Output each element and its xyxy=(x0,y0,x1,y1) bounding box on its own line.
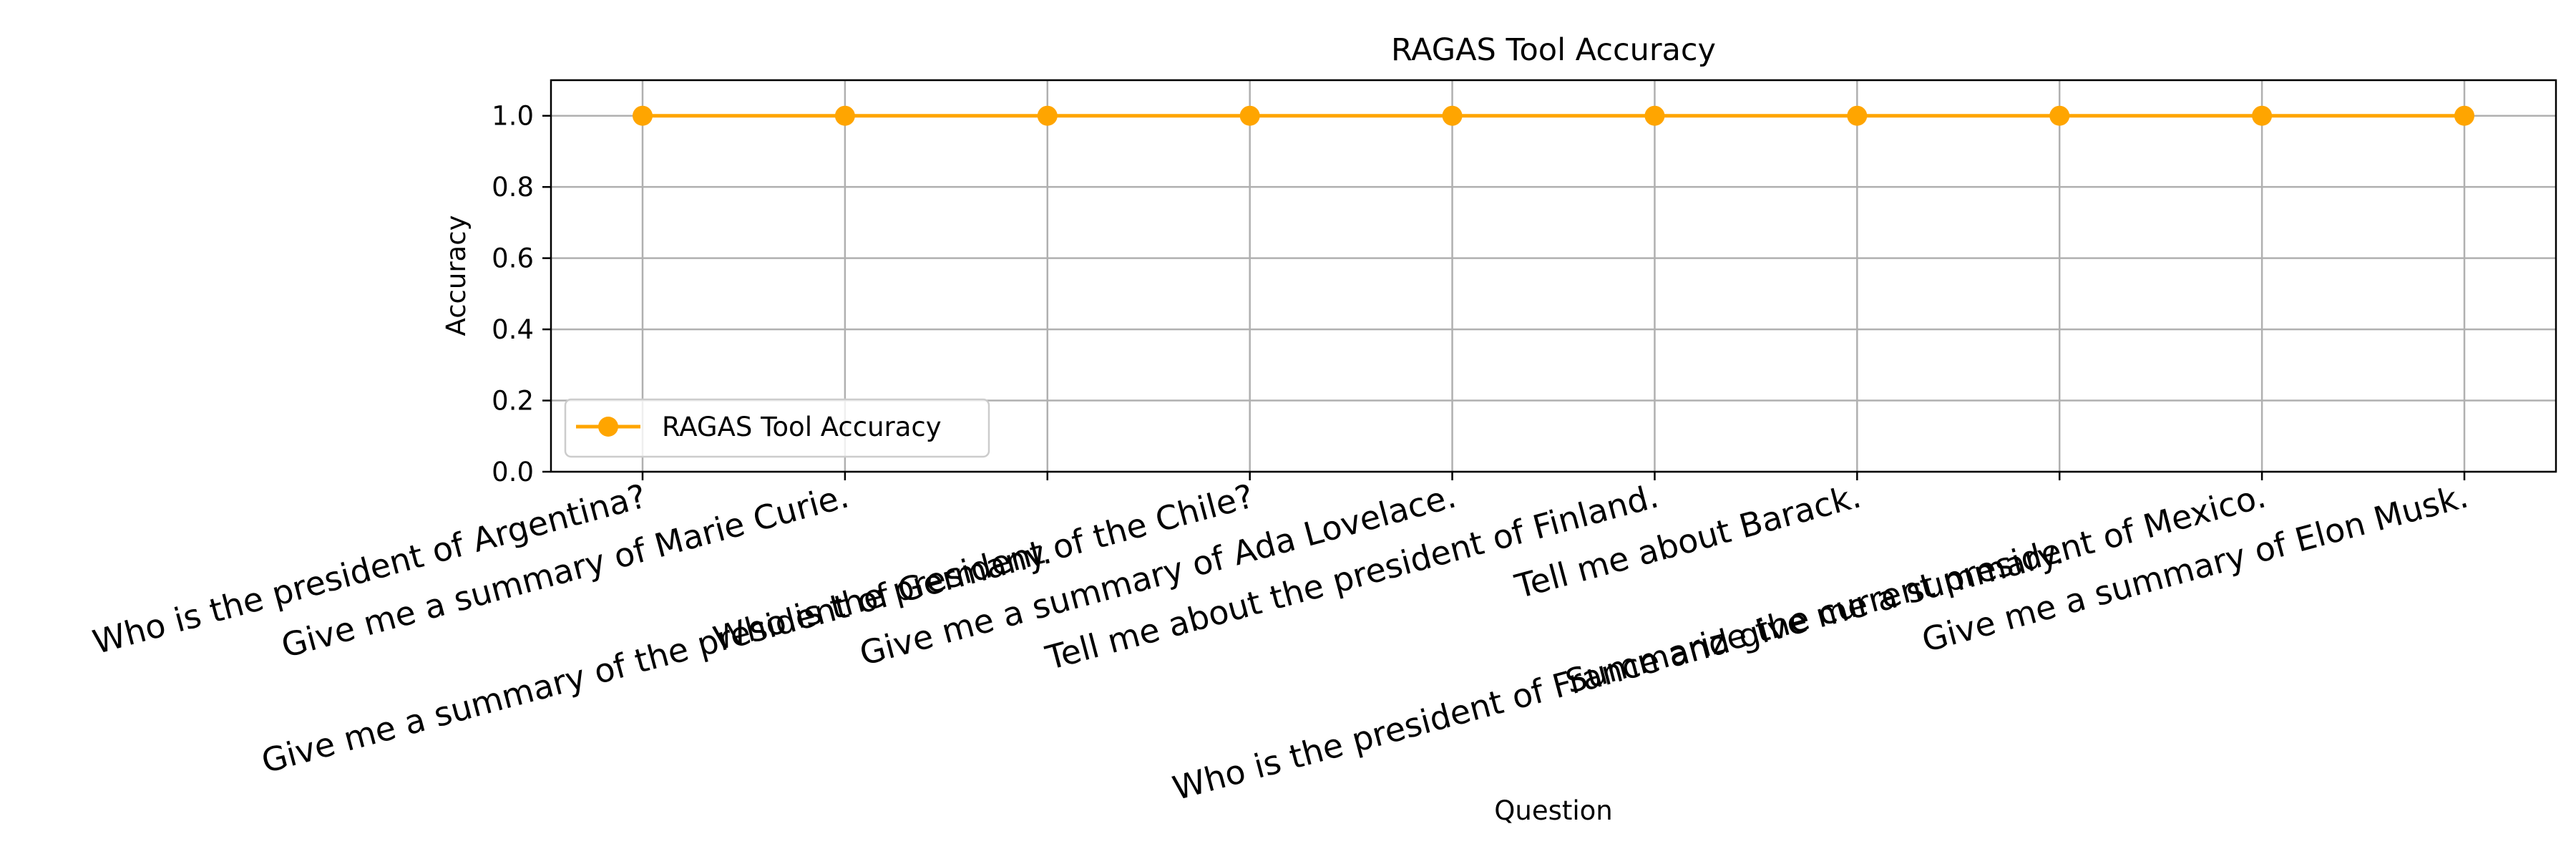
legend-box xyxy=(564,398,990,458)
y-tick-label: 0.4 xyxy=(492,314,534,345)
data-point xyxy=(1442,105,1463,126)
y-tick-label: 0.6 xyxy=(492,243,534,274)
chart-title: RAGAS Tool Accuracy xyxy=(1391,32,1716,68)
data-point xyxy=(1644,105,1665,126)
series-layer xyxy=(633,105,2474,126)
data-point xyxy=(834,105,855,126)
plot-frame xyxy=(550,79,2557,473)
legend: RAGAS Tool Accuracy xyxy=(564,398,990,458)
legend-label: RAGAS Tool Accuracy xyxy=(662,412,942,442)
data-point xyxy=(1037,105,1058,126)
y-tick-label: 0.0 xyxy=(492,457,534,487)
x-axis-label: Question xyxy=(1494,795,1613,826)
data-point xyxy=(1847,105,1868,126)
y-tick-label: 0.8 xyxy=(492,172,534,203)
y-axis: 0.0 0.2 0.4 0.6 0.8 1.0 xyxy=(492,101,551,487)
data-point xyxy=(2252,105,2273,126)
y-tick-label: 0.2 xyxy=(492,386,534,417)
legend-marker xyxy=(598,417,618,437)
data-point xyxy=(2049,105,2070,126)
data-point xyxy=(633,105,653,126)
y-tick-label: 1.0 xyxy=(492,101,534,132)
data-point xyxy=(1239,105,1260,126)
y-axis-label: Accuracy xyxy=(441,215,472,336)
data-point xyxy=(2454,105,2474,126)
